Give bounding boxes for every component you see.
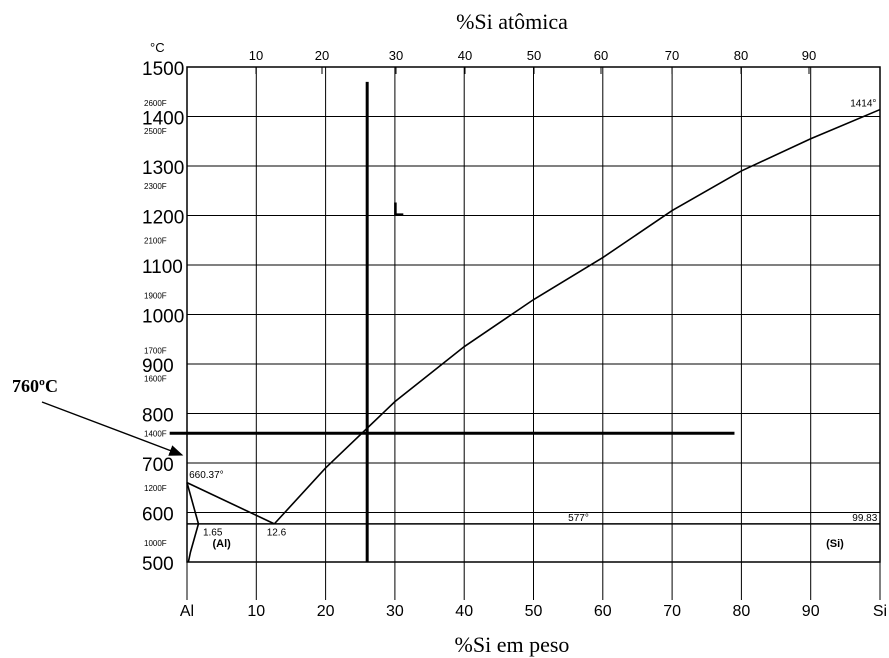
value-annotation: 577°: [568, 513, 589, 524]
x-bottom-tick-label: 40: [455, 603, 473, 620]
callout-arrow: [41, 401, 184, 456]
x-bottom-tick-label: Al: [180, 603, 194, 620]
fahrenheit-label: 2300F: [144, 182, 167, 191]
x-bottom-tick-label: 30: [386, 603, 404, 620]
value-annotation: 1414°: [850, 99, 876, 110]
fahrenheit-label: 1200F: [144, 484, 167, 493]
x-bottom-tick-label: 50: [525, 603, 543, 620]
x-top-tick-label: 30: [389, 48, 403, 63]
x-top-tick-label: 10: [249, 48, 263, 63]
x-top-tick-label: 50: [527, 48, 541, 63]
plot-frame: [186, 66, 881, 563]
grid: [186, 66, 881, 600]
fahrenheit-label: 2600F: [144, 99, 167, 108]
x-top-tick-label: 90: [802, 48, 816, 63]
x-bottom-tick-label: 10: [247, 603, 265, 620]
value-annotation: 12.6: [267, 527, 287, 538]
y-tick-label: 1200: [142, 208, 184, 229]
fahrenheit-label: 2100F: [144, 237, 167, 246]
y-tick-label: 1000: [142, 307, 184, 328]
al-solidus: [186, 482, 200, 525]
celsius-unit-label: °C: [150, 40, 165, 55]
x-top-tick-label: 70: [665, 48, 679, 63]
x-bottom-tick-label: 90: [802, 603, 820, 620]
phase-label: (Al): [212, 538, 231, 550]
liquidus-al-side: [186, 481, 275, 525]
fahrenheit-label: 2500F: [144, 127, 167, 136]
value-annotation: 1.65: [203, 527, 223, 538]
x-bottom-tick-label: 80: [733, 603, 751, 620]
phase-label: L: [393, 200, 404, 220]
x-top-tick-label: 80: [734, 48, 748, 63]
value-annotation: 99.83: [852, 513, 877, 524]
x-bottom-tick-label: 60: [594, 603, 612, 620]
liquidus-si-side: [273, 108, 881, 525]
value-annotation: 660.37°: [189, 470, 224, 481]
y-tick-label: 800: [142, 406, 174, 427]
annotations: L (Al) (Si) 660.37° 1.65 12.6 577° 99.83 1414°: [189, 99, 878, 551]
x-top-tick-label: 20: [315, 48, 329, 63]
y-tick-label: 900: [142, 356, 174, 377]
x-axis-label: %Si em peso: [455, 632, 570, 657]
y-tick-label: 1400: [142, 109, 184, 130]
fahrenheit-label: 1900F: [144, 292, 167, 301]
fahrenheit-label: 1700F: [144, 347, 167, 356]
phase-label: (Si): [826, 538, 844, 550]
y-tick-label: 600: [142, 505, 174, 526]
y-tick-label: 500: [142, 554, 174, 575]
guide-lines: [169, 81, 735, 562]
x-bottom-tick-label: 70: [663, 603, 681, 620]
fahrenheit-label: 1400F: [144, 429, 167, 438]
x-bottom-tick-label: 20: [317, 603, 335, 620]
y-tick-label: 700: [142, 455, 174, 476]
x-top-tick-label: 40: [458, 48, 472, 63]
fahrenheit-label: 1000F: [144, 539, 167, 548]
y-tick-label: 1100: [142, 257, 183, 278]
callout-760c: 760ºC: [12, 376, 58, 396]
chart-title: %Si atômica: [456, 9, 568, 34]
y-tick-label: 1500: [142, 59, 184, 80]
tick-labels: Al 10 20 30 40 50 60 70 80 90 Si 10 20 30 40 50 60 70 80 90…: [142, 48, 887, 620]
x-top-tick-label: 60: [594, 48, 608, 63]
y-tick-label: 1300: [142, 158, 184, 179]
x-bottom-tick-label: Si: [873, 603, 887, 620]
al-solvus: [187, 523, 200, 563]
fahrenheit-label: 1600F: [144, 374, 167, 383]
